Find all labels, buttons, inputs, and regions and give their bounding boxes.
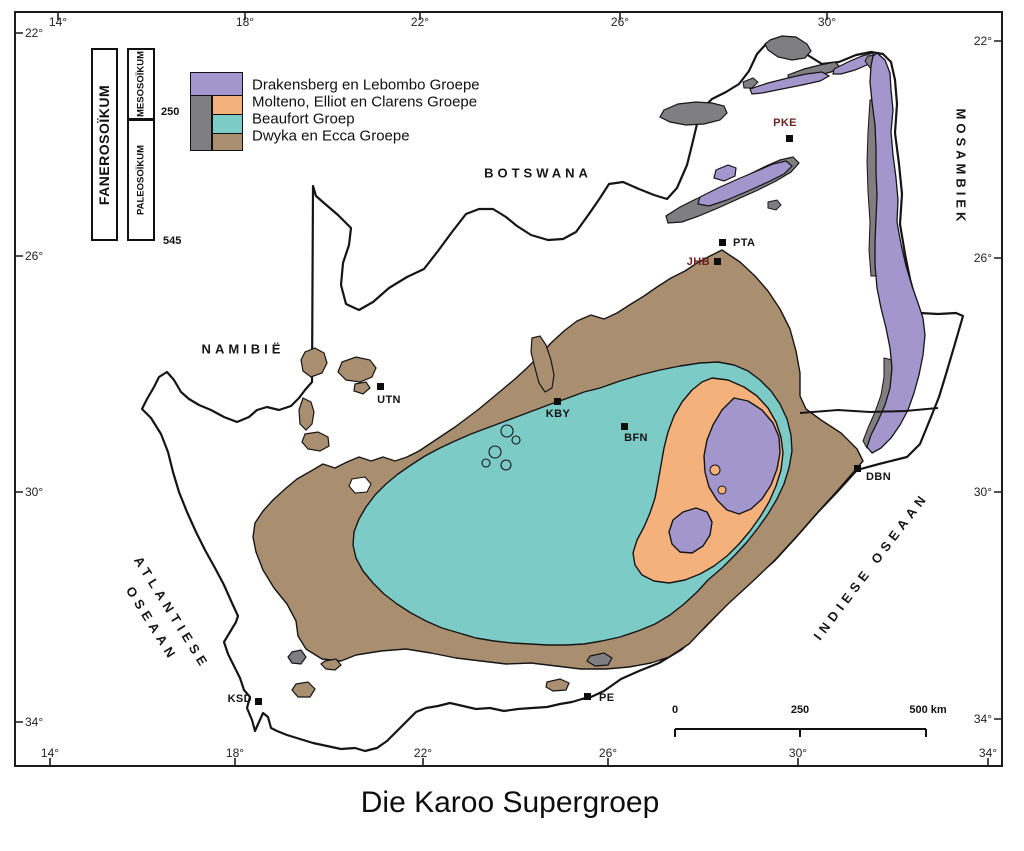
city-label-ksd: KSD: [227, 693, 252, 705]
graticule-label: 14°: [40, 746, 60, 760]
country-label-botswana: BOTSWANA: [484, 165, 592, 181]
region-dwyka-outlier: [338, 357, 376, 382]
region-drakensberg: [669, 508, 712, 553]
region-dwyka-outlier: [299, 398, 314, 430]
boundary-age-label: 250: [161, 106, 180, 118]
orange-window: [710, 465, 720, 475]
graticule-label: 14°: [48, 15, 68, 29]
country-label-mosambiek: MOSAMBIEK: [953, 108, 969, 226]
graticule-label: 18°: [225, 746, 245, 760]
purple-north-patch: [750, 72, 829, 94]
legend-swatch-dwyka: [212, 133, 243, 151]
legend-item-dwyka: Dwyka en Ecca Groepe: [252, 127, 410, 145]
city-marker-utn: [377, 383, 384, 390]
city-label-pta: PTA: [733, 237, 756, 249]
city-marker-pta: [719, 239, 726, 246]
city-label-pe: PE: [599, 692, 615, 704]
purple-north-patch: [714, 165, 736, 181]
scale-label-250: 250: [790, 704, 810, 716]
city-marker-dbn: [854, 465, 861, 472]
graticule-label: 30°: [973, 485, 992, 499]
region-beaufort-outlier: [501, 425, 513, 437]
graticule-ticks: [16, 13, 1001, 765]
orange-window: [718, 486, 726, 494]
graticule-label: 22°: [973, 34, 992, 48]
legend-swatch-column: [190, 95, 212, 151]
region-dwyka-outlier: [354, 382, 370, 394]
region-dwyka-outlier: [546, 679, 569, 691]
city-label-bfn: BFN: [624, 432, 648, 444]
map-frame: [15, 12, 1002, 766]
graticule-label: 26°: [598, 746, 618, 760]
gray-north-patch: [768, 200, 781, 210]
gray-north-patch: [765, 36, 811, 60]
graticule-label: 26°: [610, 15, 630, 29]
city-marker-kby: [554, 398, 561, 405]
graticule-label: 26°: [973, 251, 992, 265]
strat-column-divider: [129, 118, 153, 121]
city-label-kby: KBY: [545, 408, 571, 420]
gray-north-patch: [660, 102, 727, 125]
region-dwyka-outlier: [292, 682, 315, 697]
region-lebombo: [867, 53, 925, 453]
basement-window: [349, 477, 371, 493]
scale-label-0: 0: [671, 704, 679, 716]
base-age-label: 545: [163, 235, 182, 247]
region-dwyka-outlier: [531, 336, 554, 392]
legend-swatch-drakensberg: [190, 72, 243, 96]
border-line: [800, 408, 938, 413]
graticule-label: 30°: [25, 485, 44, 499]
graticule-label: 22°: [25, 26, 44, 40]
map-title: Die Karoo Supergroep: [360, 786, 660, 819]
legend-item-molteno: Molteno, Elliot en Clarens Groepe: [252, 93, 478, 111]
graticule-label: 30°: [788, 746, 808, 760]
scale-bar: [675, 729, 926, 737]
city-marker-pe: [584, 693, 591, 700]
era-upper-label: MESOSOÏKUM: [135, 51, 147, 117]
graticule-label: 34°: [978, 746, 998, 760]
city-marker-bfn: [621, 423, 628, 430]
graticule-label: 34°: [973, 712, 992, 726]
city-label-pke: PKE: [773, 117, 797, 129]
gray-outlier: [288, 650, 306, 664]
region-beaufort-outlier: [512, 436, 520, 444]
graticule-label: 34°: [25, 715, 44, 729]
city-label-utn: UTN: [377, 394, 401, 406]
city-marker-ksd: [255, 698, 262, 705]
eon-label: FANEROSOÏKUM: [96, 84, 112, 206]
city-label-dbn: DBN: [866, 471, 892, 483]
region-dwyka-outlier: [302, 432, 329, 451]
graticule-label: 26°: [25, 249, 44, 263]
region-drakensberg: [704, 398, 780, 514]
strat-column-era-bar: [127, 48, 155, 241]
era-lower-label: PALEOSOÏKUM: [135, 144, 147, 216]
region-beaufort-outlier: [501, 460, 511, 470]
city-marker-pke: [786, 135, 793, 142]
graticule-label: 30°: [817, 15, 837, 29]
legend-swatch-molteno: [212, 95, 243, 115]
graticule-label: 22°: [413, 746, 433, 760]
scale-label-500: 500 km: [909, 704, 947, 716]
graticule-label: 18°: [235, 15, 255, 29]
country-label-namibie: NAMIBIË: [201, 341, 285, 357]
strat-column-eon-bar: [91, 48, 118, 241]
region-dwyka-outlier: [321, 659, 341, 670]
gray-outlier: [587, 653, 612, 666]
region-beaufort-outlier: [489, 446, 501, 458]
city-label-jhb: JHB: [686, 256, 710, 268]
graticule-label: 22°: [410, 15, 430, 29]
legend-swatch-beaufort: [212, 114, 243, 134]
legend-item-beaufort: Beaufort Groep: [252, 110, 355, 128]
gray-north-patch: [743, 78, 758, 88]
purple-north-patch: [698, 161, 792, 206]
region-dwyka-outlier: [301, 348, 327, 377]
legend-item-drakensberg: Drakensberg en Lebombo Groepe: [252, 76, 480, 94]
city-marker-jhb: [714, 258, 721, 265]
region-beaufort-outlier: [482, 459, 490, 467]
